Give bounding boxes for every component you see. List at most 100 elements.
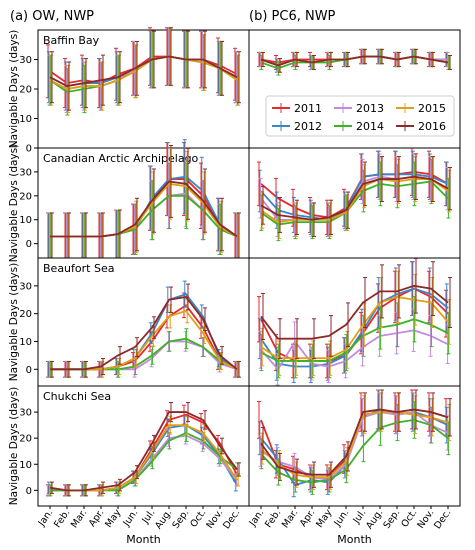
series-line [260,411,449,479]
series-2014 [259,158,451,242]
column-title-a: (a) OW, NWP [10,9,94,24]
legend-label: 2016 [418,120,446,133]
series-line [49,55,238,90]
series-line [260,287,449,368]
x-tick-label: Nov. [416,507,437,530]
x-tick-label: Aug. [364,507,385,531]
y-tick-label: 20 [19,191,32,202]
series-line [260,180,449,226]
y-tick-label: 30 [19,281,32,292]
region-title: Baffin Bay [43,34,100,47]
y-tick-label: 20 [19,309,32,320]
series-line [260,55,449,67]
legend-label: 2012 [294,120,322,133]
y-axis-label: Navigable Days (days) [8,30,20,148]
plot-frame [37,385,250,507]
series-line [260,178,449,224]
series-line [260,318,449,362]
x-tick-label: Jun. [121,507,141,529]
y-axis-label: Navigable Days (days) [8,387,20,505]
series-2016 [49,401,241,497]
series-2016 [49,27,241,111]
x-axis-label-left: Month [126,533,161,546]
legend-item-2011: 2011 [272,102,322,115]
series-line [260,296,449,360]
x-tick-label: Aug. [153,507,174,531]
series-line [260,284,449,340]
y-tick-label: 10 [19,114,32,125]
x-tick-label: Mar. [280,507,301,530]
legend-item-2016: 2016 [396,120,446,133]
y-tick-label: 20 [19,434,32,445]
y-tick-label: 10 [19,215,32,226]
y-tick-label: 30 [19,167,32,178]
y-tick-label: 0 [26,486,32,497]
legend: 2011 2012 2013 2014 2015 2016 [265,95,455,137]
column-title-b: (b) PC6, NWP [249,9,336,24]
x-tick-label: Jan. [36,507,56,529]
legend-item-2013: 2013 [334,102,384,115]
series-line [260,418,449,484]
x-tick-label: Nov. [205,507,226,530]
x-tick-label: Apr. [87,507,107,529]
series-2016 [260,389,452,488]
series-2016 [260,258,452,360]
plot-frame [37,29,250,149]
x-tick-label: Dec. [221,507,242,531]
plot-frame [248,257,461,387]
x-tick-label: Sep. [381,507,402,530]
series-line [260,408,449,476]
y-axis-label: Navigable Days (days) [8,144,20,262]
legend-item-2012: 2012 [272,120,322,133]
series-2016 [260,153,452,238]
y-tick-label: 30 [19,55,32,66]
series-line [260,329,449,371]
y-axis-label: Navigable Days (days) [8,263,20,381]
series-line [49,55,238,87]
series-line [260,175,449,221]
series-2016 [50,145,241,261]
legend-label: 2015 [418,102,446,115]
region-title: Chukchi Sea [43,390,111,403]
y-tick-label: 20 [19,85,32,96]
panel-canadian-arctic-archipelago-ow: Canadian Arctic Archipelago 0 10 20 30Naviga… [8,139,250,262]
plot-frame [248,385,461,507]
x-tick-label: Jun. [332,507,352,529]
x-tick-label: Dec. [432,507,453,531]
x-tick-label: Mar. [69,507,90,530]
series-line [50,180,238,238]
region-title: Canadian Arctic Archipelago [43,152,199,165]
series-2015 [260,156,452,240]
legend-label: 2013 [356,102,384,115]
legend-label: 2014 [356,120,384,133]
series-2016 [260,48,452,73]
series-2015 [49,27,241,114]
x-tick-label: Sep. [170,507,191,530]
series-line [260,173,449,221]
series-2015 [260,270,452,376]
x-tick-label: Jan. [247,507,267,529]
y-tick-label: 30 [19,408,32,419]
y-tick-label: 10 [19,337,32,348]
plot-frame [37,147,250,259]
legend-item-2014: 2014 [334,120,384,133]
series-2012 [257,261,449,384]
region-title: Beaufort Sea [43,262,114,275]
y-tick-label: 0 [26,239,32,250]
series-line [49,411,238,492]
x-axis-label-right: Month [337,533,372,546]
legend-item-2015: 2015 [396,102,446,115]
y-tick-label: 0 [26,365,32,376]
panel-beaufort-sea-pc6 [248,257,461,389]
series-line [50,295,238,371]
x-tick-label: Apr. [298,507,318,529]
panel-canadian-arctic-archipelago-pc6 [248,147,461,261]
x-tick-label: Feb. [263,507,283,530]
x-tick-label: Feb. [52,507,72,530]
